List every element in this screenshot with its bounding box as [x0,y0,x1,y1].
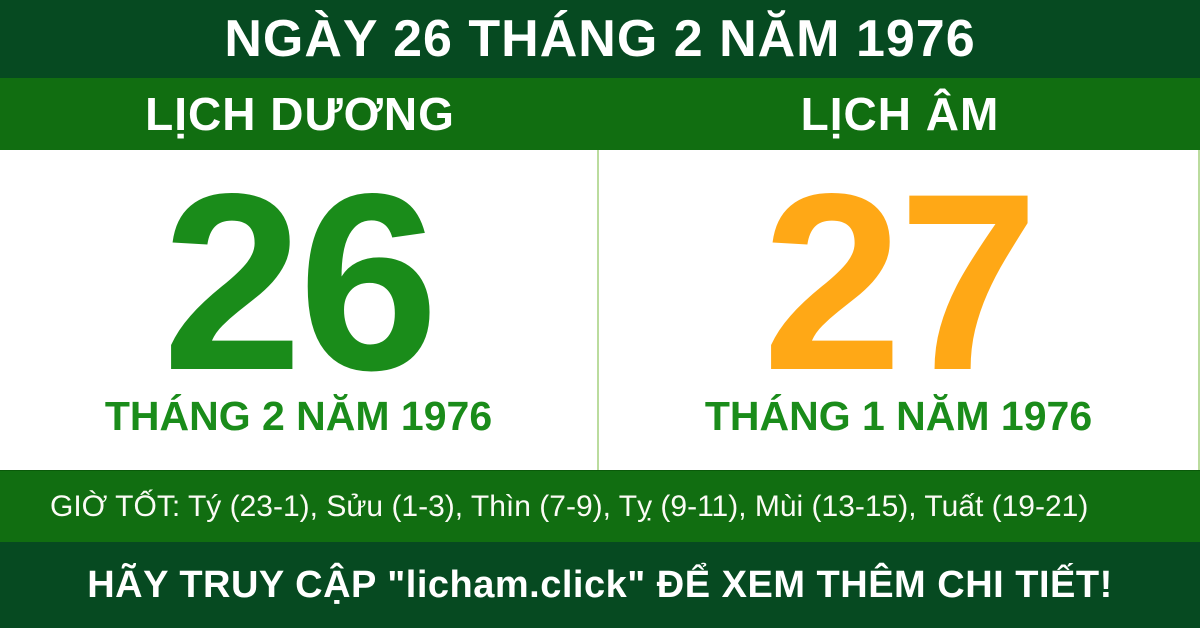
solar-day-number: 26 [162,142,438,423]
solar-month-label: THÁNG 2 NĂM 1976 [104,393,493,439]
lunar-day-panel: 27 THÁNG 1 NĂM 1976 [599,150,1198,470]
solar-calendar-header: LỊCH DƯƠNG [145,88,455,140]
lunar-month-label: THÁNG 1 NĂM 1976 [704,393,1093,439]
good-hours-band: GIỜ TỐT: Tý (23-1), Sửu (1-3), Thìn (7-9… [0,470,1200,542]
solar-day-panel: 26 THÁNG 2 NĂM 1976 [0,150,599,470]
date-title-band: NGÀY 26 THÁNG 2 NĂM 1976 [0,0,1200,78]
good-hours-text: GIỜ TỐT: Tý (23-1), Sửu (1-3), Thìn (7-9… [50,489,1089,523]
lunar-day-number: 27 [762,142,1038,423]
calendar-body: 26 THÁNG 2 NĂM 1976 27 THÁNG 1 NĂM 1976 [0,150,1200,470]
footer-cta-text: HÃY TRUY CẬP "licham.click" ĐỂ XEM THÊM … [87,563,1113,606]
footer-band: HÃY TRUY CẬP "licham.click" ĐỂ XEM THÊM … [0,542,1200,628]
page-title: NGÀY 26 THÁNG 2 NĂM 1976 [224,10,976,68]
lunar-calendar-header: LỊCH ÂM [800,88,1000,140]
calendar-headers-band: LỊCH DƯƠNG LỊCH ÂM [0,78,1200,150]
